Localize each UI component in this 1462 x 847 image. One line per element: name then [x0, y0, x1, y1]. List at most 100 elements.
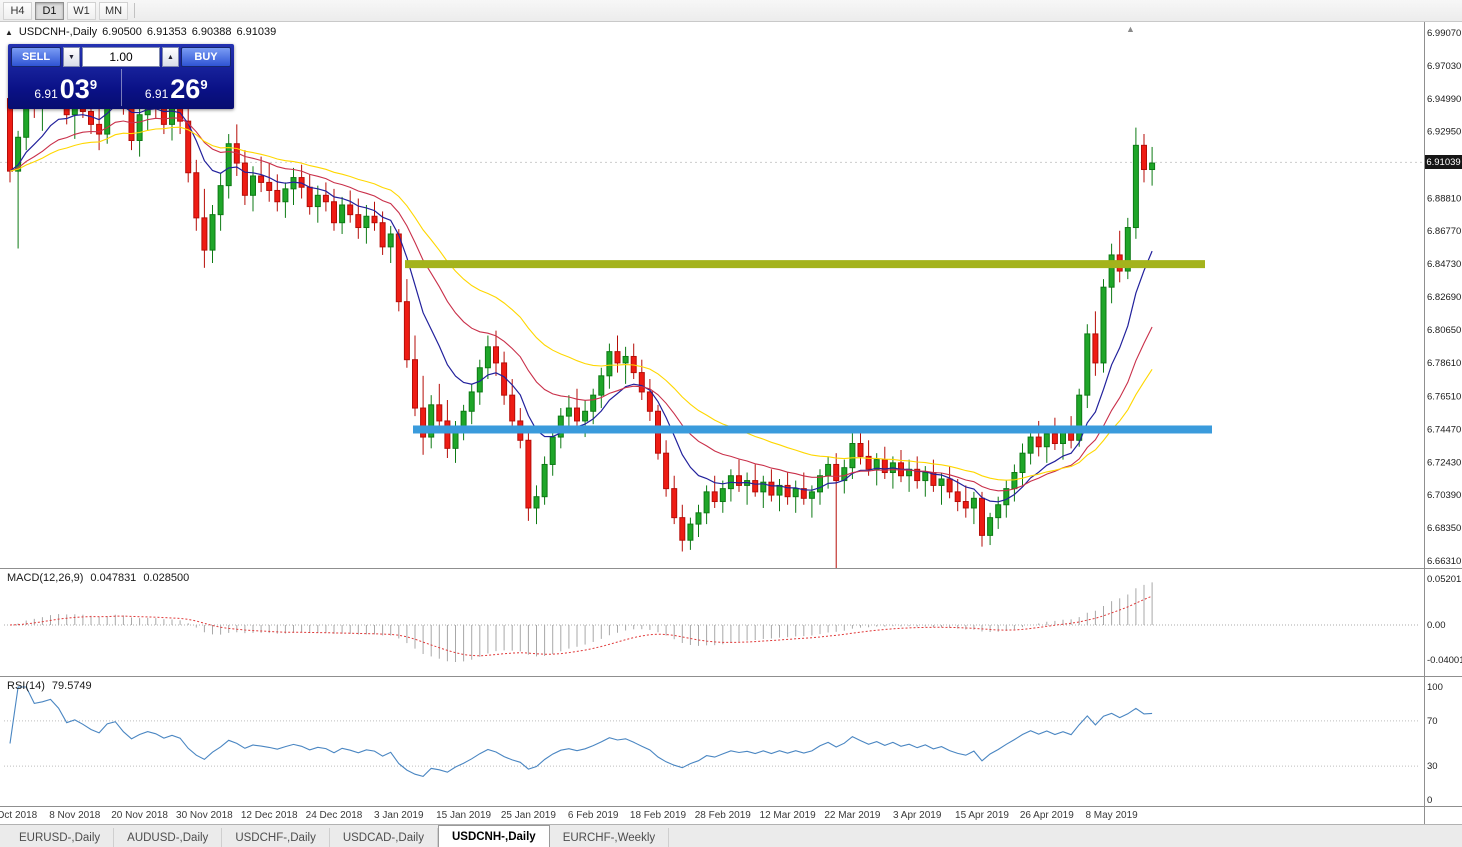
svg-text:6.78610: 6.78610 [1427, 358, 1461, 369]
sell-price-button[interactable]: 6.91 03 9 [11, 69, 121, 106]
ma-slow-yellow [9, 126, 1153, 481]
macd-panel-canvas[interactable]: 0.052015 0.00 -0.04001 [0, 569, 1462, 676]
svg-text:6.72430: 6.72430 [1427, 457, 1461, 468]
rsi-label: RSI(14) 79.5749 [7, 680, 92, 692]
buy-price-big: 26 [170, 74, 201, 104]
date-label: 26 Apr 2019 [1019, 810, 1074, 821]
current-price-tag: 6.91039 [1425, 155, 1462, 170]
macd-signal-line [9, 595, 1153, 657]
price-axis[interactable]: 6.99070 6.97030 6.94990 6.92950 6.88810 6.867… [1427, 28, 1461, 567]
panel-separator[interactable] [0, 676, 1462, 677]
svg-text:6.66310: 6.66310 [1427, 556, 1461, 567]
timeframe-toolbar: H4 D1 W1 MN [0, 0, 1462, 22]
chart-shift-marker[interactable]: ▲ [1126, 24, 1135, 34]
rsi-panel-canvas[interactable]: 100 70 30 0 [0, 677, 1462, 806]
date-axis[interactable]: 29 Oct 2018 8 Nov 2018 20 Nov 2018 30 Nov 2… [0, 807, 1462, 824]
tab-usdchf-daily[interactable]: USDCHF-,Daily [222, 828, 330, 847]
support-line[interactable] [413, 425, 1212, 434]
timeframe-mn-button[interactable]: MN [99, 1, 128, 20]
buy-price-pip: 9 [200, 77, 208, 92]
ma-mid-red [9, 117, 1153, 492]
toolbar-separator [134, 3, 135, 18]
date-label: 15 Apr 2019 [955, 810, 1009, 821]
ohlc-open: 6.90500 [102, 26, 142, 38]
tab-usdcnh-daily[interactable]: USDCNH-,Daily [437, 825, 550, 847]
date-label: 12 Mar 2019 [759, 810, 816, 821]
rsi-name: RSI(14) [7, 680, 45, 692]
candles [7, 58, 1156, 568]
rsi-axis: 100 70 30 0 [1427, 682, 1443, 806]
rsi-value: 79.5749 [51, 680, 92, 692]
date-label: 3 Apr 2019 [893, 810, 942, 821]
panel-separator[interactable] [0, 568, 1462, 569]
chart-tabs-bar: EURUSD-,Daily AUDUSD-,Daily USDCHF-,Daily U… [0, 824, 1462, 847]
svg-text:6.70390: 6.70390 [1427, 490, 1461, 501]
tab-usdcad-daily[interactable]: USDCAD-,Daily [330, 828, 438, 847]
svg-text:6.97030: 6.97030 [1427, 61, 1461, 72]
volume-input[interactable]: 1.00 [82, 47, 160, 67]
volume-increase-button[interactable]: ▲ [162, 47, 179, 67]
volume-decrease-button[interactable]: ▼ [63, 47, 80, 67]
svg-text:-0.04001: -0.04001 [1427, 655, 1462, 666]
price-chart-canvas[interactable]: 6.99070 6.97030 6.94990 6.92950 6.88810 6.867… [0, 22, 1462, 568]
svg-text:6.92950: 6.92950 [1427, 127, 1461, 138]
resistance-line[interactable] [405, 260, 1205, 269]
svg-text:6.76510: 6.76510 [1427, 392, 1461, 403]
svg-text:6.82690: 6.82690 [1427, 292, 1461, 303]
ma-fast-blue [9, 104, 1153, 503]
svg-text:6.68350: 6.68350 [1427, 523, 1461, 534]
date-label: 8 May 2019 [1085, 810, 1138, 821]
sell-button[interactable]: SELL [11, 47, 61, 67]
macd-label: MACD(12,26,9) 0.047831 0.028500 [7, 572, 189, 584]
svg-text:6.86770: 6.86770 [1427, 226, 1461, 237]
timeframe-buttons: H4 D1 W1 MN [0, 1, 135, 20]
svg-text:6.88810: 6.88810 [1427, 193, 1461, 204]
svg-text:100: 100 [1427, 682, 1443, 693]
macd-main-value: 0.047831 [90, 572, 137, 584]
date-label: 6 Feb 2019 [567, 810, 619, 821]
tab-eurusd-daily[interactable]: EURUSD-,Daily [6, 828, 115, 847]
date-label: 18 Feb 2019 [629, 810, 687, 821]
panel-separator [0, 806, 1462, 807]
date-label: 8 Nov 2018 [49, 810, 101, 821]
buy-price-prefix: 6.91 [144, 87, 169, 101]
buy-price-button[interactable]: 6.91 26 9 [120, 69, 232, 106]
svg-text:0.00: 0.00 [1427, 620, 1446, 631]
date-label: 30 Nov 2018 [176, 810, 233, 821]
date-label: 25 Jan 2019 [500, 810, 556, 821]
one-click-prices-row: 6.91 03 9 6.91 26 9 [11, 69, 231, 106]
svg-text:6.94990: 6.94990 [1427, 94, 1461, 105]
svg-text:0.052015: 0.052015 [1427, 574, 1462, 585]
date-label: 29 Oct 2018 [0, 810, 38, 821]
macd-name: MACD(12,26,9) [7, 572, 84, 584]
one-click-trading-panel: SELL ▼ 1.00 ▲ BUY 6.91 03 9 6.91 26 9 [8, 44, 234, 109]
date-label: 12 Dec 2018 [240, 810, 298, 821]
timeframe-d1-button[interactable]: D1 [35, 1, 64, 20]
date-label: 24 Dec 2018 [305, 810, 363, 821]
svg-text:0: 0 [1427, 795, 1432, 806]
tab-audusd-daily[interactable]: AUDUSD-,Daily [114, 828, 223, 847]
rsi-line [9, 686, 1153, 778]
date-label: 20 Nov 2018 [111, 810, 168, 821]
date-label: 22 Mar 2019 [824, 810, 881, 821]
sell-price-big: 03 [59, 74, 90, 104]
svg-text:6.84730: 6.84730 [1427, 259, 1461, 270]
tab-eurchf-weekly[interactable]: EURCHF-,Weekly [550, 828, 670, 847]
buy-button[interactable]: BUY [181, 47, 231, 67]
date-label: 15 Jan 2019 [436, 810, 492, 821]
timeframe-h4-button[interactable]: H4 [3, 1, 32, 20]
ohlc-high: 6.91353 [146, 26, 187, 38]
svg-text:6.80650: 6.80650 [1427, 325, 1461, 336]
macd-axis: 0.052015 0.00 -0.04001 [1427, 574, 1462, 666]
date-label: 28 Feb 2019 [694, 810, 751, 821]
ohlc-low: 6.90388 [191, 26, 232, 38]
one-click-collapse-icon[interactable]: ▲ [5, 27, 13, 37]
chart-info-line: ▲ USDCNH-,Daily 6.90500 6.91353 6.90388 … [5, 26, 276, 38]
one-click-controls-row: SELL ▼ 1.00 ▲ BUY [11, 47, 231, 67]
svg-text:6.99070: 6.99070 [1427, 28, 1461, 39]
date-label: 3 Jan 2019 [374, 810, 424, 821]
timeframe-w1-button[interactable]: W1 [67, 1, 96, 20]
sell-price-pip: 9 [89, 77, 98, 92]
svg-text:30: 30 [1427, 761, 1438, 772]
